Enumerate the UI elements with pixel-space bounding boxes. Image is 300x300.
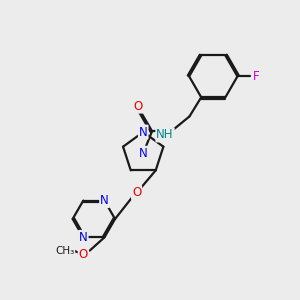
Text: O: O [133, 100, 142, 112]
Text: O: O [132, 186, 141, 199]
Text: N: N [100, 194, 109, 207]
Text: CH₃: CH₃ [55, 246, 74, 256]
Text: N: N [139, 147, 148, 160]
Text: NH: NH [156, 128, 174, 142]
Text: F: F [253, 70, 260, 83]
Text: N: N [79, 231, 88, 244]
Text: O: O [79, 248, 88, 261]
Text: N: N [139, 125, 148, 139]
